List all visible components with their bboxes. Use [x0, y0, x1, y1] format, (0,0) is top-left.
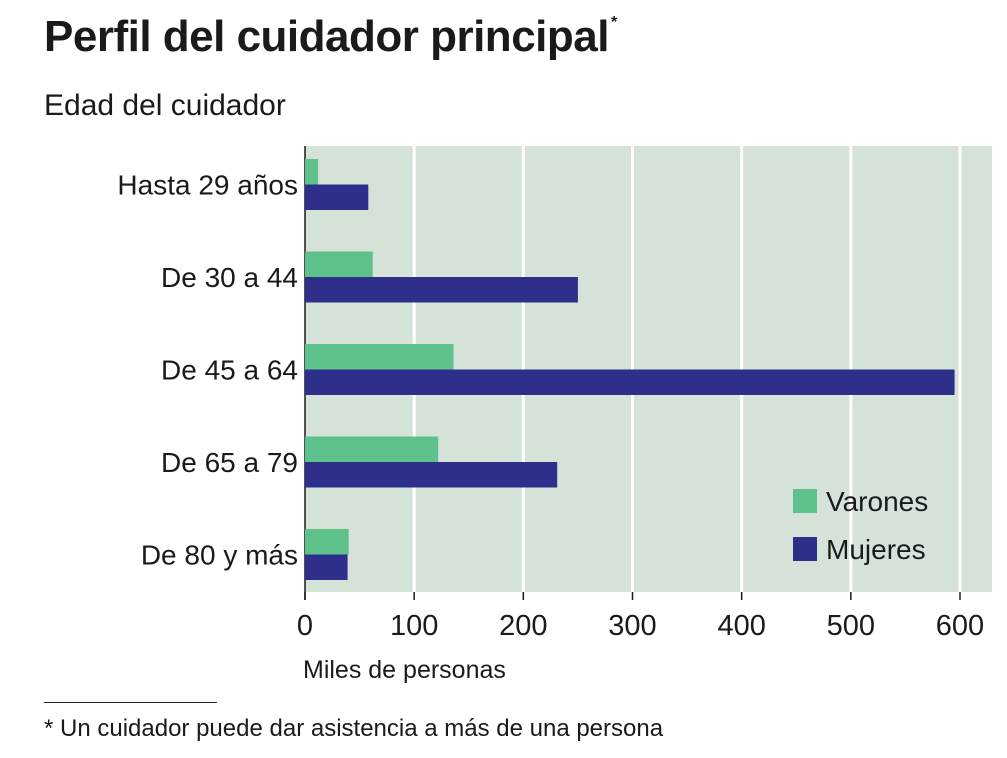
legend-label-mujeres: Mujeres [826, 534, 926, 565]
x-tick-label: 400 [717, 610, 765, 642]
x-tick-label: 100 [390, 610, 438, 642]
chart-title-text: Perfil del cuidador principal [44, 12, 609, 61]
category-label: De 30 a 44 [161, 262, 298, 293]
bar-varones [305, 159, 319, 185]
x-axis-label: Miles de personas [303, 656, 506, 684]
footnote-divider [44, 702, 217, 703]
bar-mujeres [305, 462, 558, 488]
x-tick-label: 300 [608, 610, 656, 642]
bar-varones [305, 251, 373, 277]
legend-swatch-varones [793, 489, 817, 513]
category-label: De 80 y más [141, 540, 298, 571]
chart-subtitle: Edad del cuidador [44, 89, 286, 122]
bar-mujeres [305, 369, 955, 395]
bar-mujeres [305, 277, 578, 303]
bar-varones [305, 436, 439, 462]
bar-varones [305, 529, 349, 555]
footnote: * Un cuidador puede dar asistencia a más… [44, 715, 664, 742]
legend-label-varones: Varones [826, 486, 928, 517]
x-tick-label: 200 [499, 610, 547, 642]
bar-mujeres [305, 184, 369, 210]
category-label: De 45 a 64 [161, 355, 298, 386]
category-label: De 65 a 79 [161, 447, 298, 478]
x-tick-label: 500 [827, 610, 875, 642]
category-label: Hasta 29 años [117, 170, 298, 201]
chart-title: Perfil del cuidador principal * [44, 12, 617, 62]
x-tick-label: 600 [936, 610, 984, 642]
bar-mujeres [305, 554, 348, 580]
bar-varones [305, 344, 454, 370]
legend-swatch-mujeres [793, 537, 817, 561]
title-footnote-mark: * [610, 14, 617, 31]
x-tick-label: 0 [297, 610, 313, 642]
